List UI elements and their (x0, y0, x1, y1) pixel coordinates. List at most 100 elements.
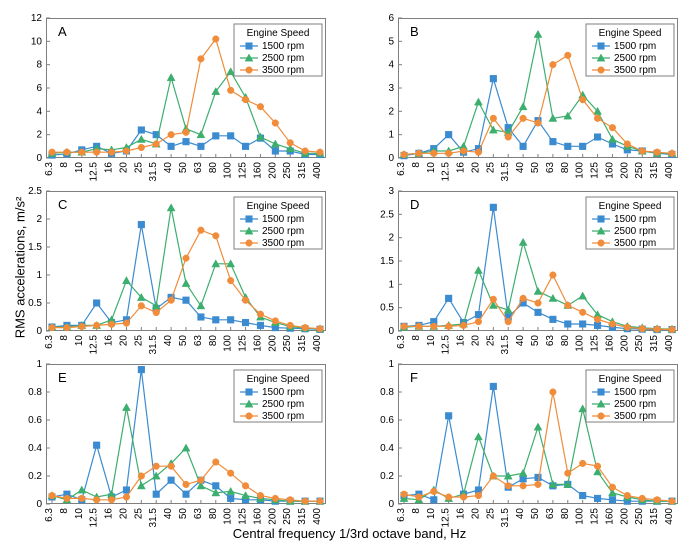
svg-text:0.5: 0.5 (28, 298, 42, 309)
svg-text:0: 0 (388, 499, 394, 510)
svg-text:40: 40 (515, 162, 526, 174)
svg-text:1: 1 (388, 279, 394, 290)
svg-text:Engine Speed: Engine Speed (599, 201, 662, 212)
svg-text:3: 3 (388, 83, 394, 94)
svg-text:100: 100 (223, 335, 234, 352)
svg-text:2500 rpm: 2500 rpm (614, 226, 656, 237)
svg-text:0.6: 0.6 (28, 415, 42, 426)
svg-text:3500 rpm: 3500 rpm (614, 411, 656, 422)
svg-text:315: 315 (297, 335, 308, 352)
svg-text:2500 rpm: 2500 rpm (262, 399, 304, 410)
svg-text:50: 50 (530, 508, 541, 520)
svg-text:20: 20 (118, 335, 129, 347)
svg-text:20: 20 (470, 508, 481, 520)
svg-text:12.5: 12.5 (441, 335, 452, 355)
svg-text:1.5: 1.5 (28, 242, 42, 253)
svg-text:12.5: 12.5 (89, 508, 100, 528)
svg-text:12.5: 12.5 (441, 162, 452, 182)
svg-text:8: 8 (411, 162, 422, 168)
svg-text:6.3: 6.3 (396, 162, 407, 176)
svg-text:0.6: 0.6 (380, 415, 394, 426)
svg-text:0: 0 (36, 499, 42, 510)
svg-text:250: 250 (282, 335, 293, 352)
svg-text:0: 0 (36, 153, 42, 164)
svg-text:125: 125 (238, 335, 249, 352)
svg-text:20: 20 (118, 508, 129, 520)
svg-text:160: 160 (252, 508, 263, 525)
svg-text:3500 rpm: 3500 rpm (614, 238, 656, 249)
svg-text:315: 315 (297, 508, 308, 525)
svg-text:2.5: 2.5 (28, 186, 42, 197)
svg-text:40: 40 (163, 335, 174, 347)
panel-E: 00.20.40.60.816.381012.516202531.5405063… (46, 364, 326, 504)
svg-text:125: 125 (590, 508, 601, 525)
svg-text:20: 20 (470, 162, 481, 174)
svg-text:40: 40 (163, 162, 174, 174)
svg-text:315: 315 (297, 162, 308, 179)
svg-text:2: 2 (36, 130, 42, 141)
svg-text:0.4: 0.4 (380, 443, 394, 454)
svg-text:0.4: 0.4 (28, 443, 42, 454)
svg-text:A: A (58, 24, 67, 39)
svg-text:31.5: 31.5 (500, 508, 511, 528)
svg-text:200: 200 (619, 162, 630, 179)
svg-text:25: 25 (485, 508, 496, 520)
svg-text:8: 8 (411, 335, 422, 341)
svg-text:4: 4 (36, 106, 42, 117)
svg-text:80: 80 (560, 508, 571, 520)
svg-text:40: 40 (515, 335, 526, 347)
svg-text:63: 63 (545, 335, 556, 347)
svg-text:200: 200 (619, 508, 630, 525)
svg-text:B: B (410, 24, 419, 39)
svg-text:5: 5 (388, 36, 394, 47)
svg-text:Engine Speed: Engine Speed (247, 28, 310, 39)
svg-text:12.5: 12.5 (441, 508, 452, 528)
svg-text:40: 40 (163, 508, 174, 520)
svg-text:10: 10 (74, 162, 85, 174)
svg-text:80: 80 (208, 162, 219, 174)
svg-text:25: 25 (133, 162, 144, 174)
svg-text:3500 rpm: 3500 rpm (614, 65, 656, 76)
svg-text:200: 200 (619, 335, 630, 352)
svg-text:6.3: 6.3 (44, 162, 55, 176)
svg-text:3: 3 (388, 186, 394, 197)
svg-text:50: 50 (178, 508, 189, 520)
panel-A: 0246810126.381012.516202531.540506380100… (46, 18, 326, 158)
svg-text:1500 rpm: 1500 rpm (262, 387, 304, 398)
svg-text:63: 63 (545, 508, 556, 520)
svg-text:8: 8 (36, 60, 42, 71)
svg-text:31.5: 31.5 (148, 335, 159, 355)
svg-text:80: 80 (560, 335, 571, 347)
svg-text:Engine Speed: Engine Speed (599, 374, 662, 385)
svg-text:63: 63 (545, 162, 556, 174)
svg-text:200: 200 (267, 335, 278, 352)
y-axis-label: RMS accelerations, m/s² (13, 168, 28, 368)
svg-text:125: 125 (590, 335, 601, 352)
svg-text:3500 rpm: 3500 rpm (262, 65, 304, 76)
svg-text:315: 315 (649, 508, 660, 525)
svg-text:8: 8 (59, 335, 70, 341)
svg-text:D: D (410, 197, 419, 212)
svg-text:160: 160 (604, 335, 615, 352)
svg-text:200: 200 (267, 162, 278, 179)
svg-text:6.3: 6.3 (44, 335, 55, 349)
svg-text:50: 50 (530, 162, 541, 174)
svg-text:1500 rpm: 1500 rpm (262, 41, 304, 52)
svg-text:31.5: 31.5 (148, 508, 159, 528)
svg-text:10: 10 (31, 36, 43, 47)
svg-text:6: 6 (36, 83, 42, 94)
panel-C: 00.511.522.56.381012.516202531.540506380… (46, 191, 326, 331)
svg-text:16: 16 (456, 335, 467, 347)
svg-text:0.2: 0.2 (28, 471, 42, 482)
svg-text:25: 25 (133, 508, 144, 520)
svg-text:100: 100 (575, 162, 586, 179)
svg-text:125: 125 (238, 162, 249, 179)
svg-text:250: 250 (282, 508, 293, 525)
svg-text:16: 16 (104, 162, 115, 174)
svg-text:10: 10 (74, 335, 85, 347)
svg-text:10: 10 (74, 508, 85, 520)
svg-text:50: 50 (530, 335, 541, 347)
svg-text:6: 6 (388, 13, 394, 24)
svg-text:8: 8 (59, 162, 70, 168)
svg-text:125: 125 (238, 508, 249, 525)
